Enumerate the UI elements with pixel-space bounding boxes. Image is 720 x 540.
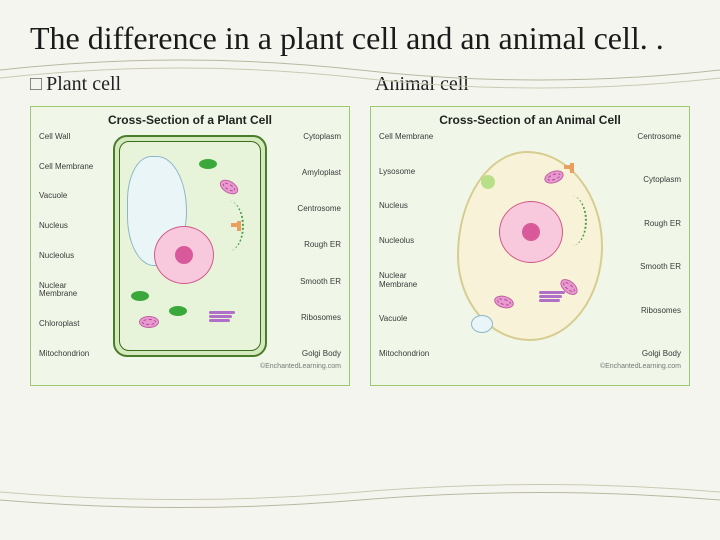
- chloroplast-shape: [169, 306, 187, 316]
- label-nucleus: Nucleus: [39, 222, 107, 231]
- nucleus-shape: [499, 201, 563, 263]
- animal-cell-diagram: Cross-Section of an Animal Cell Cell Mem…: [370, 106, 690, 386]
- animal-labels-left: Cell Membrane Lysosome Nucleus Nucleolus…: [379, 131, 449, 361]
- nucleolus-shape: [522, 223, 540, 241]
- label-amyloplast: Amyloplast: [273, 169, 341, 178]
- label-nucleus: Nucleus: [379, 202, 447, 211]
- label-nucleolus: Nucleolus: [379, 237, 447, 246]
- animal-cell-graphic: [449, 131, 611, 361]
- slide-title: The difference in a plant cell and an an…: [30, 20, 690, 57]
- chloroplast-shape: [199, 159, 217, 169]
- label-smooth-er: Smooth ER: [273, 278, 341, 287]
- plant-labels-right: Cytoplasm Amyloplast Centrosome Rough ER…: [271, 131, 341, 361]
- plant-cell-area: Cell Wall Cell Membrane Vacuole Nucleus …: [39, 131, 341, 361]
- left-subtitle-text: Plant cell: [46, 73, 121, 95]
- plant-labels-left: Cell Wall Cell Membrane Vacuole Nucleus …: [39, 131, 109, 361]
- left-subtitle: □Plant cell: [30, 73, 345, 96]
- label-golgi: Golgi Body: [613, 350, 681, 359]
- label-centrosome: Centrosome: [273, 205, 341, 214]
- animal-labels-right: Centrosome Cytoplasm Rough ER Smooth ER …: [611, 131, 681, 361]
- label-lysosome: Lysosome: [379, 168, 447, 177]
- label-vacuole: Vacuole: [39, 192, 107, 201]
- centrosome-shape: [564, 163, 576, 175]
- plant-cell-diagram: Cross-Section of a Plant Cell Cell Wall …: [30, 106, 350, 386]
- label-ribosomes: Ribosomes: [613, 307, 681, 316]
- label-vacuole: Vacuole: [379, 315, 447, 324]
- plant-credit: ©EnchantedLearning.com: [39, 363, 341, 370]
- label-smooth-er: Smooth ER: [613, 263, 681, 272]
- label-mitochondrion: Mitochondrion: [39, 350, 107, 359]
- label-ribosomes: Ribosomes: [273, 314, 341, 323]
- label-cell-wall: Cell Wall: [39, 133, 107, 142]
- label-mitochondrion: Mitochondrion: [379, 350, 447, 359]
- rough-er-shape: [557, 196, 587, 246]
- subtitle-row: □Plant cell Animal cell: [30, 73, 690, 96]
- label-nuclear-membrane: Nuclear Membrane: [39, 282, 107, 300]
- label-nucleolus: Nucleolus: [39, 252, 107, 261]
- label-nuclear-membrane: Nuclear Membrane: [379, 272, 447, 290]
- nucleolus-shape: [175, 246, 193, 264]
- label-cytoplasm: Cytoplasm: [613, 176, 681, 185]
- label-cell-membrane: Cell Membrane: [379, 133, 447, 142]
- label-cell-membrane: Cell Membrane: [39, 163, 107, 172]
- decor-wave-bottom: [0, 480, 720, 520]
- label-rough-er: Rough ER: [273, 241, 341, 250]
- label-golgi: Golgi Body: [273, 350, 341, 359]
- nucleus-shape: [154, 226, 214, 284]
- vacuole-shape: [471, 315, 493, 333]
- plant-diagram-title: Cross-Section of a Plant Cell: [39, 113, 341, 127]
- centrosome-shape: [231, 221, 243, 233]
- right-subtitle: Animal cell: [375, 73, 690, 96]
- label-cytoplasm: Cytoplasm: [273, 133, 341, 142]
- label-centrosome: Centrosome: [613, 133, 681, 142]
- golgi-shape: [209, 311, 235, 329]
- diagram-row: Cross-Section of a Plant Cell Cell Wall …: [30, 106, 690, 386]
- animal-credit: ©EnchantedLearning.com: [379, 363, 681, 370]
- label-rough-er: Rough ER: [613, 220, 681, 229]
- lysosome-shape: [481, 175, 495, 189]
- bullet-icon: □: [30, 73, 42, 95]
- animal-diagram-title: Cross-Section of an Animal Cell: [379, 113, 681, 127]
- golgi-shape: [539, 291, 565, 309]
- mitochondrion-shape: [139, 316, 159, 328]
- chloroplast-shape: [131, 291, 149, 301]
- animal-cell-area: Cell Membrane Lysosome Nucleus Nucleolus…: [379, 131, 681, 361]
- plant-cell-graphic: [109, 131, 271, 361]
- label-chloroplast: Chloroplast: [39, 320, 107, 329]
